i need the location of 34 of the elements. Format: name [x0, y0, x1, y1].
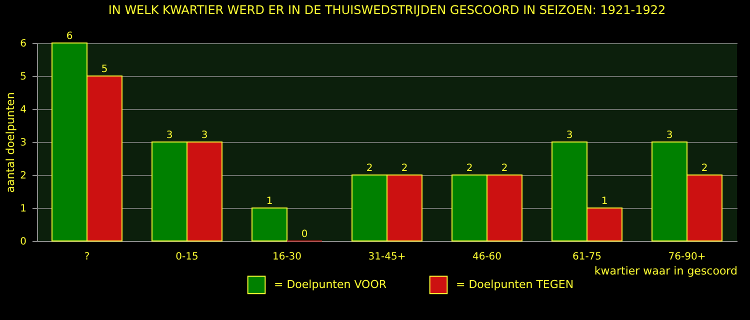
y-tick-label: 5 — [20, 72, 26, 82]
data-label: 6 — [66, 31, 73, 42]
data-label: 3 — [166, 130, 173, 141]
data-label: 2 — [401, 163, 408, 174]
y-tick-label: 3 — [20, 138, 26, 148]
y-tick-label: 1 — [20, 204, 26, 214]
data-label: 3 — [201, 130, 208, 141]
x-tick-label: 31-45+ — [368, 252, 406, 262]
legend-label: = Doelpunten VOOR — [274, 278, 387, 291]
x-tick-label: ? — [84, 252, 90, 262]
bar — [252, 208, 288, 242]
data-label: 1 — [266, 196, 273, 207]
y-tick-label: 4 — [20, 104, 26, 116]
data-label: 2 — [701, 163, 708, 174]
data-label: 3 — [566, 130, 573, 141]
x-axis-title: kwartier waar in gescoord — [594, 264, 738, 278]
x-tick-label: 16-30 — [272, 252, 302, 262]
y-tick-label: 0 — [20, 236, 26, 248]
x-tick-label: 0-15 — [176, 252, 198, 262]
data-label: 5 — [101, 64, 108, 75]
data-label: 3 — [666, 130, 673, 141]
chart-title: IN WELK KWARTIER WERD ER IN DE THUISWEDSTRIJDEN GESCOORD IN SEIZOEN: 1921-1922 — [108, 3, 666, 17]
x-tick-label: 76-90+ — [668, 252, 706, 262]
x-tick-label: 46-60 — [472, 252, 502, 262]
data-label: 2 — [366, 163, 373, 174]
y-tick-label: 6 — [20, 38, 26, 50]
x-tick-label: 61-75 — [572, 252, 602, 262]
data-label: 0 — [301, 229, 308, 240]
data-label: 2 — [466, 163, 473, 174]
legend-label: = Doelpunten TEGEN — [456, 278, 574, 291]
y-axis-title: aantal doelpunten — [4, 92, 18, 193]
y-tick-label: 2 — [20, 170, 26, 182]
data-label: 2 — [501, 163, 508, 174]
data-label: 1 — [601, 196, 608, 207]
